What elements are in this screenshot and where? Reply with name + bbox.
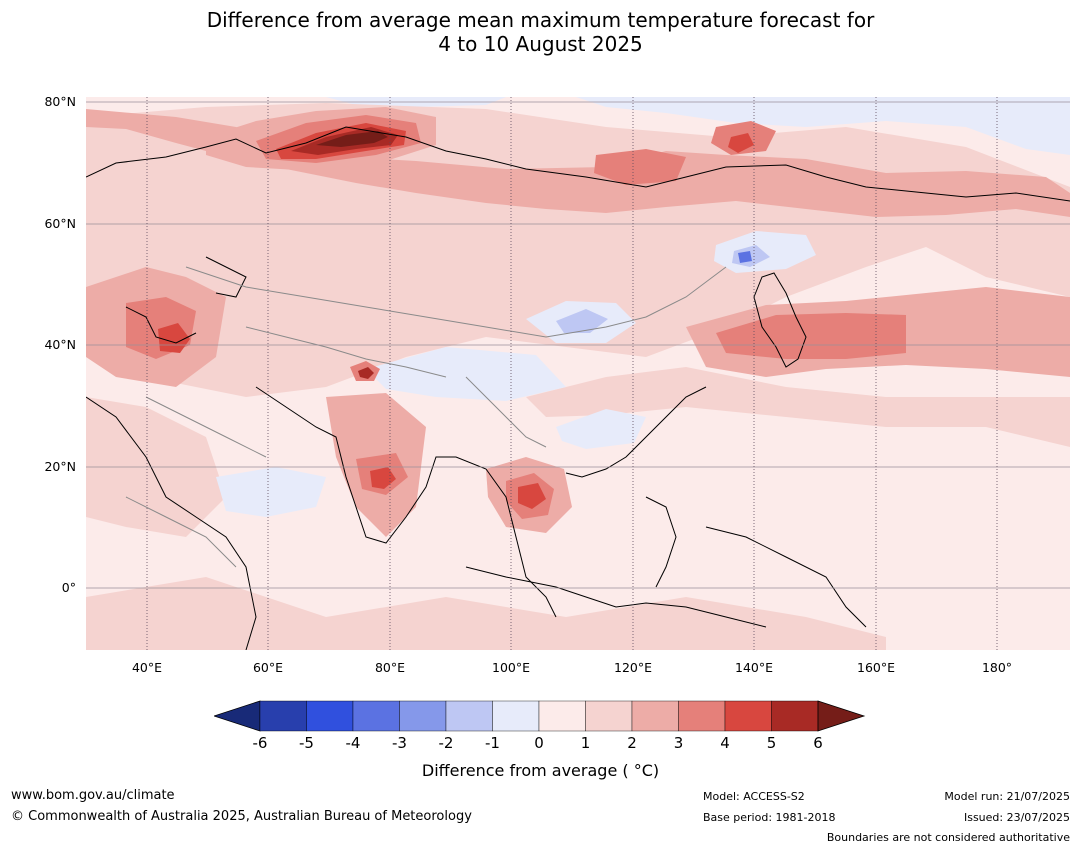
anomaly-tibet-cool [366,347,566,401]
colorbar-segment [492,700,540,732]
colorbar-segment [631,700,679,732]
latitude-gridlines [86,101,1070,589]
lat-label-40n: 40°N [44,337,76,352]
colorbar-tick-label: 5 [766,734,777,752]
colorbar-tick-label: -6 [252,734,268,752]
anomaly-karakoram-5 [358,367,374,379]
lon-label-60e: 60°E [252,660,284,675]
colorbar-segment [306,700,354,732]
colorbar-tick-label: -2 [438,734,454,752]
anomaly-indochina-4 [518,483,546,509]
forecast-map [86,97,1070,650]
colorbar-segment [585,700,633,732]
lon-label-160e: 160°E [856,660,896,675]
lat-label-20n: 20°N [44,459,76,474]
forecast-map-svg [86,97,1070,650]
anomaly-south-china-cool [556,409,646,449]
colorbar-segment [678,700,726,732]
colorbar-tick-label: 0 [534,734,544,752]
footer-model: Model: ACCESS-S2 [703,790,805,803]
footer-copyright: © Commonwealth of Australia 2025, Austra… [11,809,472,824]
colorbar-tick-label: 1 [580,734,591,752]
anomaly-caspian-4 [158,323,190,353]
lat-label-60n: 60°N [44,216,76,231]
anomaly-east-siberia-4 [728,133,754,153]
title-line-1: Difference from average mean maximum tem… [206,8,875,32]
colorbar-tick-label: 6 [813,734,823,752]
colorbar-tick-label: -4 [345,734,361,752]
colorbar-segment [259,700,307,732]
anomaly-pacific-1 [526,367,1070,447]
colorbar-svg [212,700,866,732]
lon-label-180: 180° [981,660,1013,675]
lat-label-80n: 80°N [44,94,76,109]
footer-disclaimer: Boundaries are not considered authoritat… [826,831,1070,844]
colorbar-segment [445,700,493,732]
colorbar-segment [352,700,400,732]
anomaly-equatorial-1 [86,577,886,650]
footer-model-run: Model run: 21/07/2025 [944,790,1070,803]
colorbar-segment [724,700,772,732]
longitude-gridlines [146,97,998,650]
colorbar-tick-label: -3 [392,734,407,752]
colorbar-extend-high [817,700,866,732]
anomaly-india-4 [370,467,396,489]
footer-website: www.bom.gov.au/climate [11,788,175,803]
lon-label-140e: 140°E [734,660,774,675]
colorbar-tick-label: 3 [673,734,684,752]
map-title: Difference from average mean maximum tem… [0,8,1081,56]
colorbar-tick-label: 4 [720,734,730,752]
footer-base-period: Base period: 1981-2018 [703,811,836,824]
colorbar-label: Difference from average ( °C) [421,761,660,780]
lon-label-80e: 80°E [374,660,406,675]
anomaly-siberia-3 [594,149,686,185]
colorbar-segment [399,700,447,732]
coastlines [86,126,1070,650]
anomaly-arabian-sea-cool [216,467,326,517]
anomaly-arctic-cool [576,97,1070,155]
colorbar [212,700,866,734]
lon-label-40e: 40°E [131,660,163,675]
anomaly-mongolia-cool-2 [556,309,608,333]
colorbar-segment [771,700,819,732]
colorbar-tick-label: 2 [627,734,637,752]
colorbar-extend-low [212,700,261,732]
colorbar-segment [538,700,586,732]
colorbar-tick-label: -1 [485,734,500,752]
lat-label-0: 0° [61,580,76,595]
anomaly-north-eurasia-2 [86,109,1070,217]
anomaly-okhotsk-cool-3 [738,251,752,263]
country-borders [125,266,727,568]
lon-label-120e: 120°E [613,660,653,675]
colorbar-tick-label: -5 [299,734,314,752]
title-line-2: 4 to 10 August 2025 [438,32,643,56]
anomaly-pacific-3 [716,313,906,359]
footer-issued: Issued: 23/07/2025 [963,811,1070,824]
anomaly-taymyr-6 [316,131,388,147]
lon-label-100e: 100°E [491,660,531,675]
